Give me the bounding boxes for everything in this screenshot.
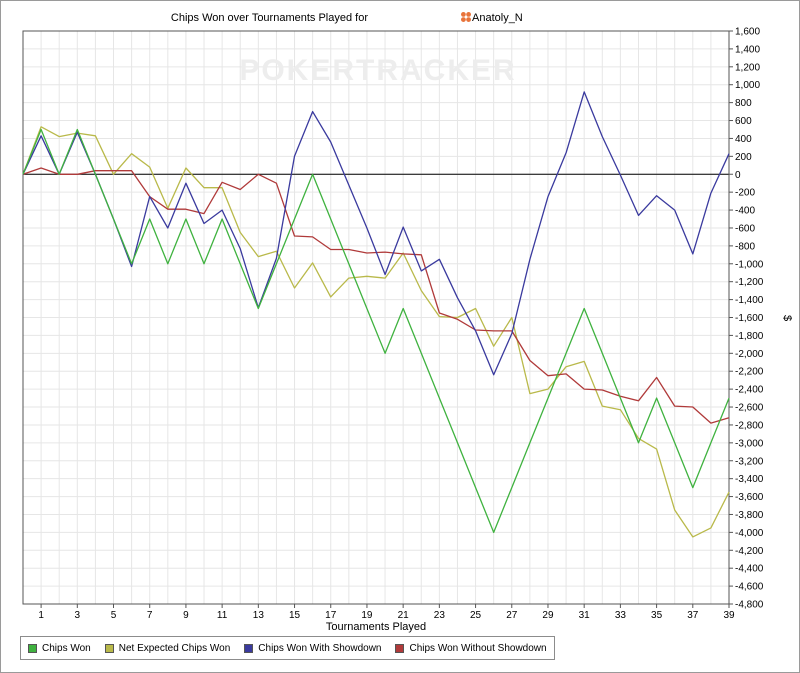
- y-tick-label: -600: [735, 223, 755, 234]
- legend-swatch-net-expected: [104, 643, 114, 653]
- x-tick-label: 21: [398, 610, 410, 621]
- y-tick-label: -3,800: [735, 510, 764, 521]
- legend-item-net-expected: Net Expected Chips Won: [98, 637, 238, 659]
- legend-label-with-showdown: Chips Won With Showdown: [258, 642, 382, 654]
- player-icon: [466, 12, 471, 17]
- x-tick-label: 17: [325, 610, 337, 621]
- y-tick-label: -3,200: [735, 456, 764, 467]
- y-tick-label: -4,600: [735, 582, 764, 593]
- y-tick-label: -800: [735, 241, 755, 252]
- y-tick-label: -3,400: [735, 474, 764, 485]
- y-tick-label: -1,000: [735, 259, 764, 270]
- y-tick-label: -2,600: [735, 403, 764, 414]
- y-tick-label: 1,600: [735, 27, 760, 38]
- x-tick-label: 27: [506, 610, 518, 621]
- player-icon: [461, 12, 466, 17]
- y-tick-label: -2,200: [735, 367, 764, 378]
- y-tick-label: -1,400: [735, 295, 764, 306]
- x-tick-label: 29: [542, 610, 554, 621]
- legend-label-net-expected: Net Expected Chips Won: [118, 642, 231, 654]
- legend-swatch-without-showdown: [395, 643, 405, 653]
- y-tick-label: -200: [735, 188, 755, 199]
- series-line-chips-won-with-showdown: [22, 91, 730, 376]
- y-tick-label: -4,400: [735, 564, 764, 575]
- y-tick-label: -3,000: [735, 438, 764, 449]
- legend-item-with-showdown: Chips Won With Showdown: [237, 637, 388, 659]
- y-tick-label: 1,400: [735, 44, 760, 55]
- x-tick-label: 33: [615, 610, 627, 621]
- y-tick-label: -4,000: [735, 528, 764, 539]
- y-tick-label: -1,800: [735, 331, 764, 342]
- y-tick-label: -4,800: [735, 600, 764, 611]
- x-tick-label: 35: [651, 610, 663, 621]
- x-tick-label: 11: [217, 610, 228, 621]
- x-tick-label: 31: [579, 610, 591, 621]
- legend-swatch-chips-won: [28, 643, 37, 653]
- series-line-net-expected-chips-won: [22, 126, 730, 538]
- y-tick-label: -1,600: [735, 313, 764, 324]
- y-tick-label: 0: [735, 170, 741, 181]
- player-icon: [466, 17, 471, 22]
- y-tick-label: -4,200: [735, 546, 764, 557]
- chart-title: Chips Won over Tournaments Played for: [171, 12, 368, 24]
- legend-item-chips-won: Chips Won: [21, 637, 98, 659]
- x-tick-label: 1: [38, 610, 44, 621]
- x-tick-label: 19: [361, 610, 373, 621]
- x-tick-label: 25: [470, 610, 482, 621]
- legend-label-without-showdown: Chips Won Without Showdown: [409, 642, 547, 654]
- y-tick-label: -2,400: [735, 385, 764, 396]
- x-tick-label: 3: [75, 610, 81, 621]
- y-tick-label: 600: [735, 116, 752, 127]
- y-tick-label: -2,000: [735, 349, 764, 360]
- x-tick-label: 23: [434, 610, 446, 621]
- y-tick-label: 1,200: [735, 62, 760, 73]
- x-tick-label: 7: [147, 610, 153, 621]
- x-axis-title: Tournaments Played: [326, 621, 426, 633]
- y-tick-label: 1,000: [735, 80, 760, 91]
- watermark-text: POKERTRACKER: [239, 54, 516, 87]
- player-icon: [461, 17, 466, 22]
- y-axis-title: $: [781, 315, 793, 321]
- x-tick-label: 9: [183, 610, 189, 621]
- y-tick-label: -1,200: [735, 277, 764, 288]
- y-tick-label: 800: [735, 98, 752, 109]
- x-tick-label: 15: [289, 610, 301, 621]
- x-tick-label: 13: [253, 610, 265, 621]
- y-tick-label: -400: [735, 206, 755, 217]
- player-name: Anatoly_N: [472, 12, 523, 24]
- legend-label-chips-won: Chips Won: [42, 642, 91, 654]
- x-tick-label: 39: [723, 610, 735, 621]
- y-tick-label: -2,800: [735, 420, 764, 431]
- y-tick-label: -3,600: [735, 492, 764, 503]
- x-tick-label: 5: [111, 610, 117, 621]
- legend-swatch-with-showdown: [244, 643, 254, 653]
- legend-item-without-showdown: Chips Won Without Showdown: [388, 637, 553, 659]
- series-line-chips-won: [22, 128, 730, 534]
- legend: Chips Won Net Expected Chips Won Chips W…: [20, 636, 555, 660]
- y-tick-label: 200: [735, 152, 752, 163]
- y-tick-label: 400: [735, 134, 752, 145]
- x-tick-label: 37: [687, 610, 699, 621]
